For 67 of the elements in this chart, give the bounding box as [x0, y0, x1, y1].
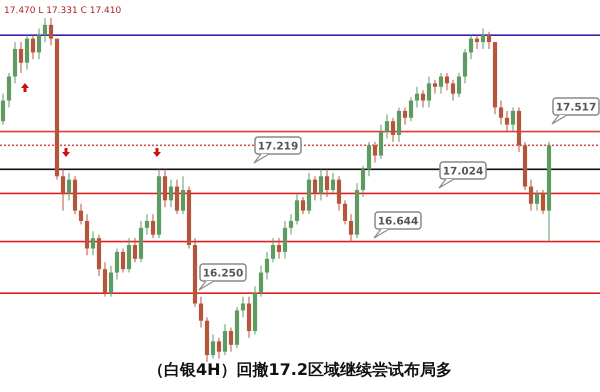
candlestick: [108, 265, 114, 298]
candlestick: [438, 72, 444, 94]
annotation: 16.250: [202, 268, 244, 280]
candlestick: [510, 106, 516, 132]
candlestick: [426, 76, 432, 108]
candlestick: [48, 18, 54, 46]
candlestick: [450, 79, 456, 102]
candlestick: [210, 334, 216, 360]
candlestick: [414, 86, 420, 108]
annotation: 16.644: [378, 216, 418, 228]
candlestick: [408, 96, 414, 122]
candlestick: [228, 327, 234, 352]
candlestick: [180, 176, 186, 215]
candlestick: [480, 28, 486, 50]
candlestick: [474, 34, 480, 50]
candlestick: [132, 238, 138, 263]
candlestick: [300, 196, 306, 215]
candlestick: [528, 179, 534, 212]
candlestick: [432, 79, 438, 94]
candlestick: [324, 168, 330, 198]
candlestick: [534, 190, 540, 212]
candlestick: [42, 18, 48, 43]
annotation: 17.219: [258, 140, 298, 152]
candlestick: [198, 296, 204, 328]
candlestick: [342, 200, 348, 225]
candlestick: [264, 251, 270, 280]
candlestick: [270, 238, 276, 263]
candlestick: [120, 248, 126, 274]
candlestick: [348, 214, 354, 242]
candlestick: [402, 106, 408, 126]
candlestick: [216, 337, 222, 360]
candlestick: [420, 90, 426, 108]
candlestick: [90, 230, 96, 256]
candlestick: [114, 248, 120, 280]
candlestick: [78, 203, 84, 225]
candlestick: [30, 34, 36, 60]
candlestick: [390, 117, 396, 142]
candlestick: [276, 238, 282, 260]
candlestick: [36, 28, 42, 60]
candlestick: [240, 296, 246, 318]
candlestick: [318, 168, 324, 201]
candlestick: [504, 110, 510, 132]
candlestick: [294, 192, 300, 225]
candlestick: [468, 34, 474, 60]
candlestick: [486, 31, 492, 50]
candlestick: [372, 141, 378, 163]
candlestick: [330, 172, 336, 194]
text: 17.470 L 17.331 C 17.410: [4, 6, 122, 16]
candlestick: [312, 176, 318, 201]
candlestick: [66, 172, 72, 201]
candlestick: [444, 72, 450, 91]
candlestick: [360, 165, 366, 198]
candlestick: [168, 179, 174, 208]
candlestick: [222, 324, 228, 356]
annotation: 17.024: [442, 166, 484, 178]
candlestick: [288, 214, 294, 236]
candlestick: [540, 190, 546, 215]
candlestick: [150, 214, 156, 239]
candlestick: [18, 42, 24, 74]
candlestick: [456, 72, 462, 98]
candlestick: [0, 93, 6, 126]
candlestick: [60, 168, 66, 212]
candlestick: [258, 265, 264, 298]
candlestick: [144, 214, 150, 236]
text: （白银4H）回撤17.2区域继续尝试布局多: [148, 360, 452, 379]
candlestick: [498, 100, 504, 126]
candlestick: [384, 114, 390, 139]
